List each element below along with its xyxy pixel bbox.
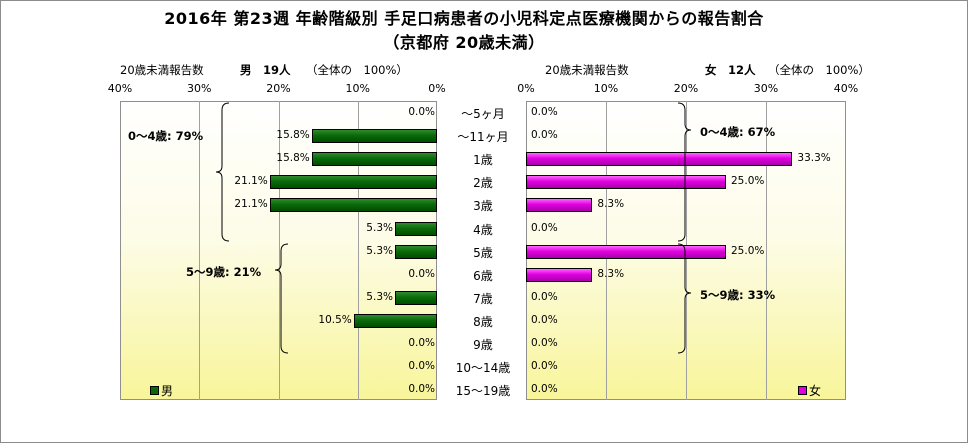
male-annotation-5-9: 5～9歳: 21% <box>186 265 262 279</box>
female-header-note: （全体の 100%） <box>768 63 870 77</box>
female-data-label: 33.3% <box>797 152 831 165</box>
female-bracket-0-4 <box>677 102 692 242</box>
male-data-label: 0.0% <box>408 106 435 118</box>
male-bar <box>353 313 437 328</box>
female-bar <box>526 152 793 167</box>
male-annotation-0-4: 0～4歳: 79% <box>128 129 204 143</box>
legend-male: 男 <box>150 382 173 399</box>
category-label: ～5ヶ月 <box>461 107 505 121</box>
male-data-label: 0.0% <box>408 267 435 280</box>
category-label: 1歳 <box>473 153 493 168</box>
female-data-label: 8.3% <box>597 267 625 280</box>
female-data-label: 25.0% <box>731 244 765 257</box>
category-label: 4歳 <box>473 222 493 237</box>
female-x-tick-label: 20% <box>673 82 699 95</box>
female-annotation-0-4: 0～4歳: 67% <box>700 125 776 139</box>
female-annotation-5-9: 5～9歳: 33% <box>700 288 776 302</box>
male-x-tick-label: 10% <box>345 82 370 95</box>
male-data-label: 5.3% <box>366 244 393 257</box>
category-label: 10～14歳 <box>455 361 511 376</box>
female-x-tick-label: 30% <box>753 82 779 95</box>
male-header-count: 男 19人 <box>240 63 291 77</box>
male-x-tick-label: 20% <box>266 82 291 95</box>
legend-male-label: 男 <box>161 384 174 398</box>
category-label: 2歳 <box>473 176 493 191</box>
female-data-label: 0.0% <box>531 106 558 118</box>
male-data-label: 21.1% <box>234 198 268 211</box>
legend-male-swatch <box>150 386 159 395</box>
legend-female-swatch <box>798 386 807 395</box>
male-bar <box>394 290 437 305</box>
category-label: 5歳 <box>473 245 493 260</box>
category-label: 9歳 <box>473 338 493 352</box>
male-data-label: 15.8% <box>276 152 310 165</box>
male-gridline <box>199 101 201 400</box>
male-data-label: 5.3% <box>366 290 393 303</box>
male-bar <box>311 152 437 167</box>
male-x-tick-label: 40% <box>107 82 133 95</box>
male-data-label: 0.0% <box>408 360 435 373</box>
legend-female-label: 女 <box>809 384 822 398</box>
category-label: 7歳 <box>473 291 493 306</box>
male-bar <box>269 198 437 213</box>
female-data-label: 0.0% <box>531 290 558 303</box>
female-data-label: 25.0% <box>731 175 765 188</box>
male-gridline <box>278 101 280 400</box>
male-bracket-0-4 <box>215 102 230 242</box>
male-data-label: 0.0% <box>408 383 435 396</box>
category-label: 15～19歳 <box>455 384 511 399</box>
female-x-tick-label: 40% <box>833 82 859 95</box>
male-data-label: 10.5% <box>318 313 352 326</box>
male-x-tick-label: 0% <box>428 82 446 95</box>
category-label: ～11ヶ月 <box>457 130 509 145</box>
female-x-tick-label: 10% <box>593 82 619 95</box>
male-bracket-5-9 <box>274 243 289 354</box>
female-header-label: 20歳未満報告数 <box>545 63 629 77</box>
male-bar <box>269 175 437 190</box>
male-gridline <box>357 101 359 400</box>
female-data-label: 0.0% <box>531 360 558 373</box>
legend-female: 女 <box>798 382 821 399</box>
female-data-label: 0.0% <box>531 313 558 326</box>
female-data-label: 0.0% <box>531 383 558 396</box>
female-data-label: 0.0% <box>531 129 558 142</box>
category-label: 6歳 <box>473 268 493 283</box>
female-header-count: 女 12人 <box>705 63 756 77</box>
female-data-label: 0.0% <box>531 221 558 234</box>
female-bar <box>526 198 593 213</box>
male-x-tick-label: 30% <box>187 82 212 95</box>
female-bar <box>526 267 593 282</box>
female-data-label: 8.3% <box>597 198 625 211</box>
chart-title: 2016年 第23週 年齢階級別 手足口病患者の小児科定点医療機関からの報告割合 <box>164 9 764 28</box>
female-bar <box>526 244 726 259</box>
male-data-label: 15.8% <box>276 129 310 142</box>
male-data-label: 0.0% <box>408 337 435 349</box>
female-bar <box>526 175 726 190</box>
female-bracket-5-9 <box>677 243 692 354</box>
female-gridline <box>766 101 767 400</box>
male-bar <box>394 244 437 259</box>
female-x-tick-label: 0% <box>517 82 535 95</box>
category-label: 8歳 <box>473 314 493 329</box>
male-data-label: 21.1% <box>234 175 268 188</box>
male-bar <box>311 129 437 144</box>
male-header-label: 20歳未満報告数 <box>120 63 204 77</box>
chart-subtitle: （京都府 20歳未満） <box>383 33 545 52</box>
male-data-label: 5.3% <box>366 221 393 234</box>
male-header-note: （全体の 100%） <box>306 63 408 77</box>
female-data-label: 0.0% <box>531 337 558 349</box>
male-bar <box>394 221 437 236</box>
category-label: 3歳 <box>473 199 493 214</box>
